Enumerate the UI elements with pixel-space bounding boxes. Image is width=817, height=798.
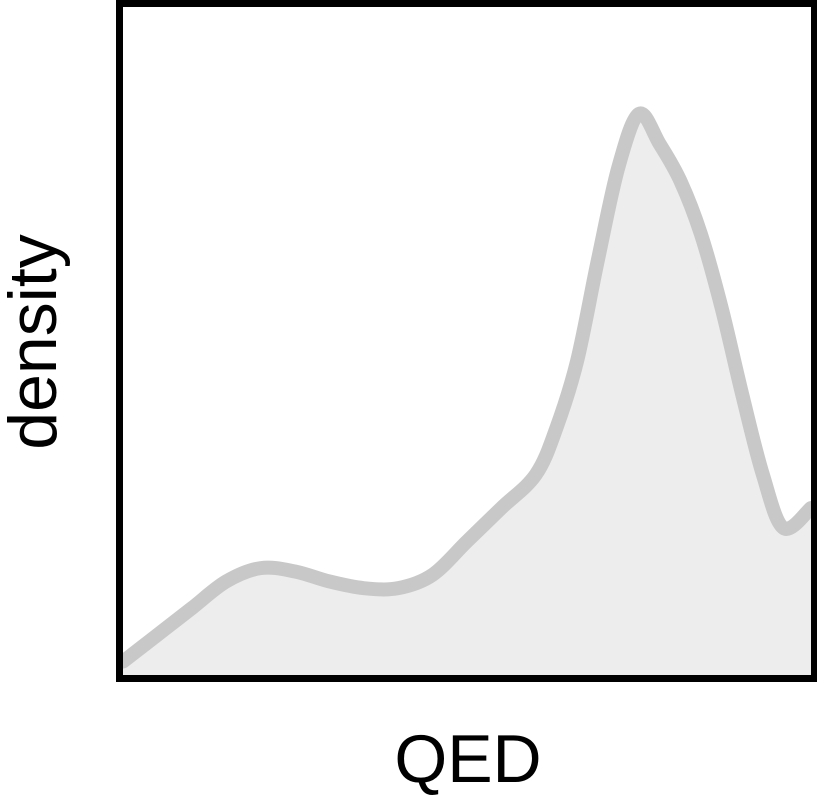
y-axis-label: density (0, 234, 71, 449)
plot-frame (116, 0, 817, 682)
plot-area (123, 106, 811, 675)
x-axis-label: QED (394, 721, 541, 797)
density-curve (123, 106, 811, 669)
density-area-fill (123, 113, 811, 675)
